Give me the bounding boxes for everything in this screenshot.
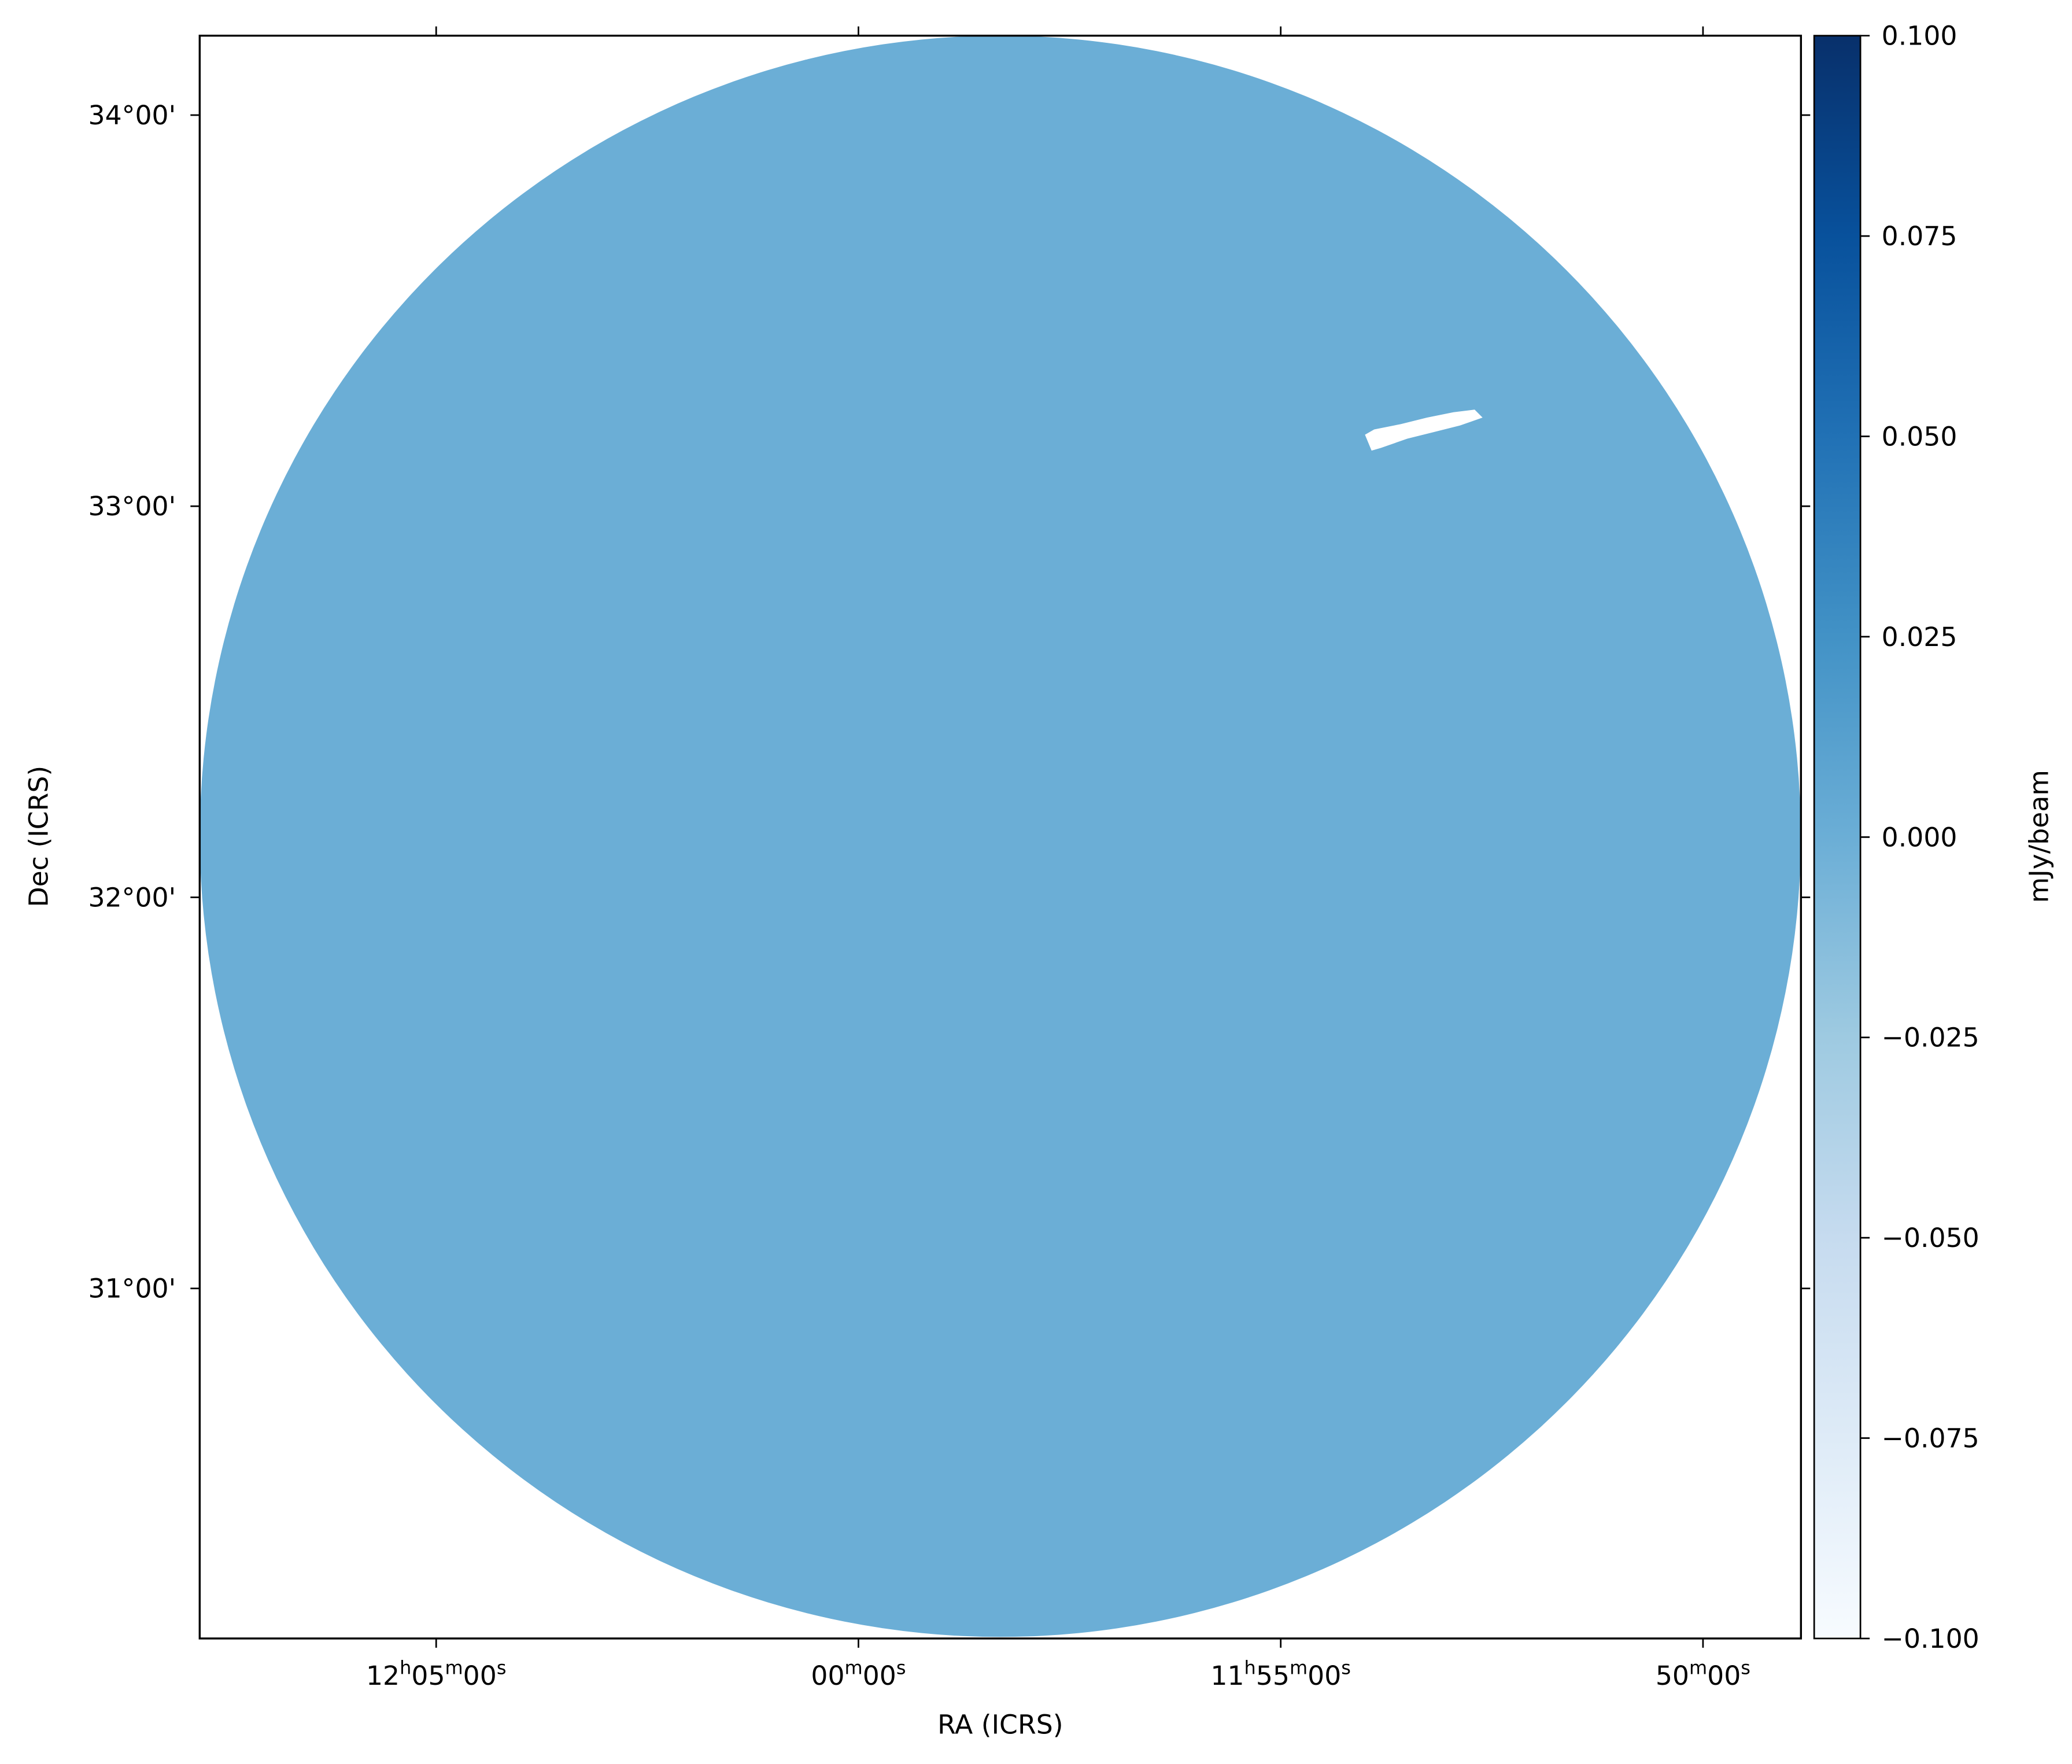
colorbar — [1813, 35, 1862, 1640]
x-axis-label: RA (ICRS) — [937, 1709, 1063, 1740]
colorbar-tick-label: 0.025 — [1882, 622, 1957, 652]
y-tick-label: 31°00' — [88, 1274, 176, 1304]
y-tick-label: 34°00' — [88, 100, 176, 131]
x-tick-label: 11h55m00s — [1210, 1657, 1351, 1691]
y-tick-label: 33°00' — [88, 491, 176, 522]
colorbar-tick-label: −0.050 — [1882, 1223, 1979, 1253]
colorbar-label: mJy/beam — [2024, 770, 2055, 903]
colorbar-tick-label: −0.075 — [1882, 1423, 1979, 1454]
colorbar-tick-label: −0.100 — [1882, 1623, 1979, 1654]
x-tick-label: 00m00s — [811, 1657, 906, 1691]
x-tick-label: 50m00s — [1656, 1657, 1750, 1691]
colorbar-tick-label: 0.100 — [1882, 21, 1957, 51]
y-axis-label: Dec (ICRS) — [24, 766, 54, 907]
x-tick-label: 12h05m00s — [366, 1657, 507, 1691]
colorbar-tick-label: 0.000 — [1882, 822, 1957, 853]
y-tick-label: 32°00' — [88, 882, 176, 913]
colorbar-tick-label: −0.025 — [1882, 1023, 1979, 1053]
image-disk — [200, 35, 1801, 1637]
axes-frame — [198, 34, 1803, 1640]
plot-area — [200, 35, 1801, 1637]
colorbar-tick-label: 0.075 — [1882, 221, 1957, 252]
masked-region — [1365, 409, 1483, 451]
colorbar-tick-label: 0.050 — [1882, 421, 1957, 452]
